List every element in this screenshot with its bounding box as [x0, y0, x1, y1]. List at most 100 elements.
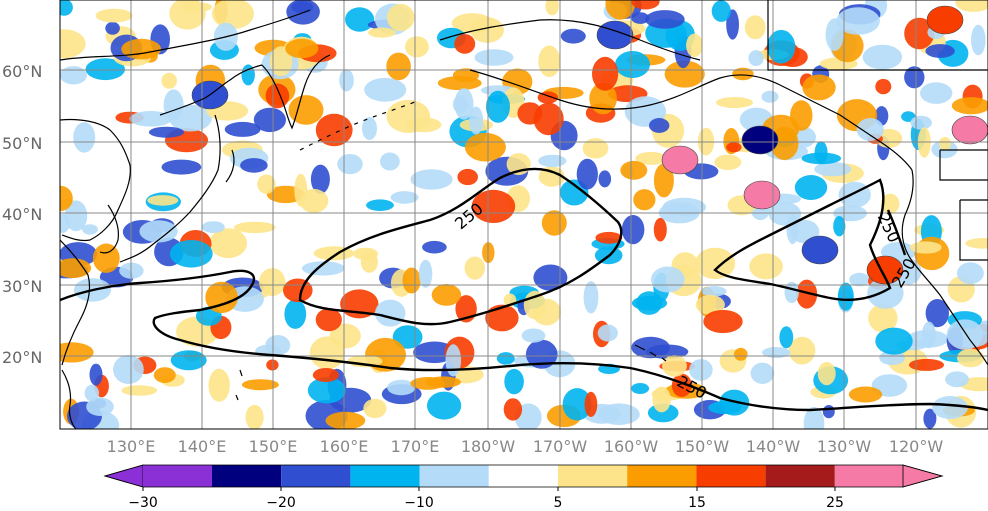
anomaly-patch	[925, 44, 955, 58]
anomaly-patch	[908, 358, 945, 371]
anomaly-patch	[452, 95, 469, 114]
anomaly-patch	[605, 0, 636, 20]
lon-label: 130°W	[817, 437, 872, 456]
anomaly-patch	[504, 368, 524, 395]
anomaly-patch	[315, 113, 353, 147]
anomaly-patch	[170, 350, 207, 371]
colorbar-segment	[350, 465, 420, 487]
colorbar-segment	[281, 465, 351, 487]
lon-label: 140°E	[178, 437, 227, 456]
anomaly-patch	[582, 138, 609, 159]
anomaly-patch	[387, 379, 416, 396]
anomaly-patch	[584, 391, 598, 417]
anomaly-patch	[64, 200, 88, 232]
anomaly-patch	[910, 115, 932, 130]
anomaly-patch	[269, 46, 293, 77]
anomaly-patch	[360, 251, 378, 273]
anomaly-patch	[410, 377, 445, 390]
anomaly-core	[741, 125, 779, 155]
anomaly-patch	[862, 44, 903, 70]
anomaly-patch	[662, 197, 707, 217]
colorbar-ticks: −30 −20 −10 5 15 25	[128, 487, 844, 511]
anomaly-patch	[386, 52, 411, 81]
anomaly-patch	[60, 185, 73, 212]
anomaly-patch	[257, 174, 276, 194]
anomaly-core	[926, 5, 964, 35]
anomaly-patch	[533, 264, 568, 291]
anomaly-patch	[368, 27, 396, 38]
colorbar-segment	[696, 465, 766, 487]
anomaly-patch	[856, 118, 884, 141]
colorbar-tick-label: −10	[404, 495, 434, 511]
anomaly-patch	[598, 170, 612, 188]
anomaly-patch	[309, 336, 346, 370]
anomaly-patch	[652, 386, 671, 413]
lon-label: 180°W	[461, 437, 516, 456]
anomaly-patch	[849, 272, 870, 287]
anomaly-patch	[245, 404, 264, 429]
anomaly-patch	[86, 397, 114, 417]
anomaly-patch	[307, 377, 346, 404]
colorbar-segment	[835, 465, 903, 487]
lon-label: 150°E	[249, 437, 298, 456]
anomaly-patch	[726, 142, 742, 153]
anomaly-patch	[817, 362, 836, 386]
anomaly-patch	[921, 321, 936, 349]
anomaly-patch	[234, 221, 276, 234]
anomaly-patch	[82, 224, 98, 235]
anomaly-patch	[748, 50, 764, 67]
lon-label: 140°W	[746, 437, 801, 456]
anomaly-patch	[89, 363, 103, 386]
anomaly-patch	[868, 303, 898, 333]
anomaly-patch	[689, 359, 713, 381]
anomaly-patch	[402, 267, 421, 294]
anomaly-patch	[470, 17, 504, 43]
colorbar-segment	[212, 465, 282, 487]
anomaly-patch	[762, 347, 791, 358]
colorbar	[103, 464, 944, 488]
colorbar-tick-label: 25	[826, 495, 844, 511]
anomaly-patch	[538, 45, 561, 78]
anomaly-patch	[345, 7, 375, 32]
anomaly-patch	[284, 299, 307, 329]
anomaly-patch	[837, 282, 854, 311]
anomaly-patch	[802, 74, 836, 101]
anomaly-patch	[592, 56, 619, 91]
anomaly-patch	[169, 0, 206, 30]
anomaly-patch	[631, 0, 660, 10]
anomaly-patch	[545, 0, 559, 16]
anomaly-patch	[932, 396, 968, 419]
anomaly-patch	[517, 102, 543, 125]
anomaly-patch	[788, 336, 816, 365]
anomaly-patch	[965, 238, 988, 249]
anomaly-patch	[310, 164, 330, 194]
anomaly-patch	[814, 161, 852, 177]
anomaly-patch	[386, 3, 415, 32]
anomaly-patch	[779, 326, 794, 349]
anomaly-patch	[224, 121, 261, 137]
anomaly-patch	[161, 159, 202, 175]
anomaly-patch	[957, 348, 985, 368]
lon-label: 160°W	[604, 437, 659, 456]
anomaly-patch	[651, 266, 685, 293]
anomaly-patch	[464, 256, 485, 280]
anomaly-patch	[761, 90, 779, 103]
anomaly-patch	[259, 268, 286, 297]
anomaly-patch	[471, 189, 516, 223]
anomaly-patch	[695, 294, 725, 315]
anomaly-patch	[469, 106, 484, 135]
anomaly-patch	[362, 117, 377, 140]
anomaly-patch	[631, 383, 650, 394]
anomaly-patch	[60, 258, 92, 278]
anomaly-patch	[410, 169, 453, 190]
anomaly-patch	[427, 391, 462, 420]
anomaly-patch	[375, 299, 406, 327]
anomaly-patch	[703, 309, 743, 334]
anomaly-patch	[560, 28, 586, 44]
anomaly-patch	[85, 58, 126, 81]
anomaly-patch	[147, 195, 179, 206]
anomaly-core	[951, 115, 988, 145]
anomaly-patch	[914, 236, 950, 271]
anomaly-patch	[312, 368, 339, 382]
anomaly-patch	[212, 0, 254, 30]
